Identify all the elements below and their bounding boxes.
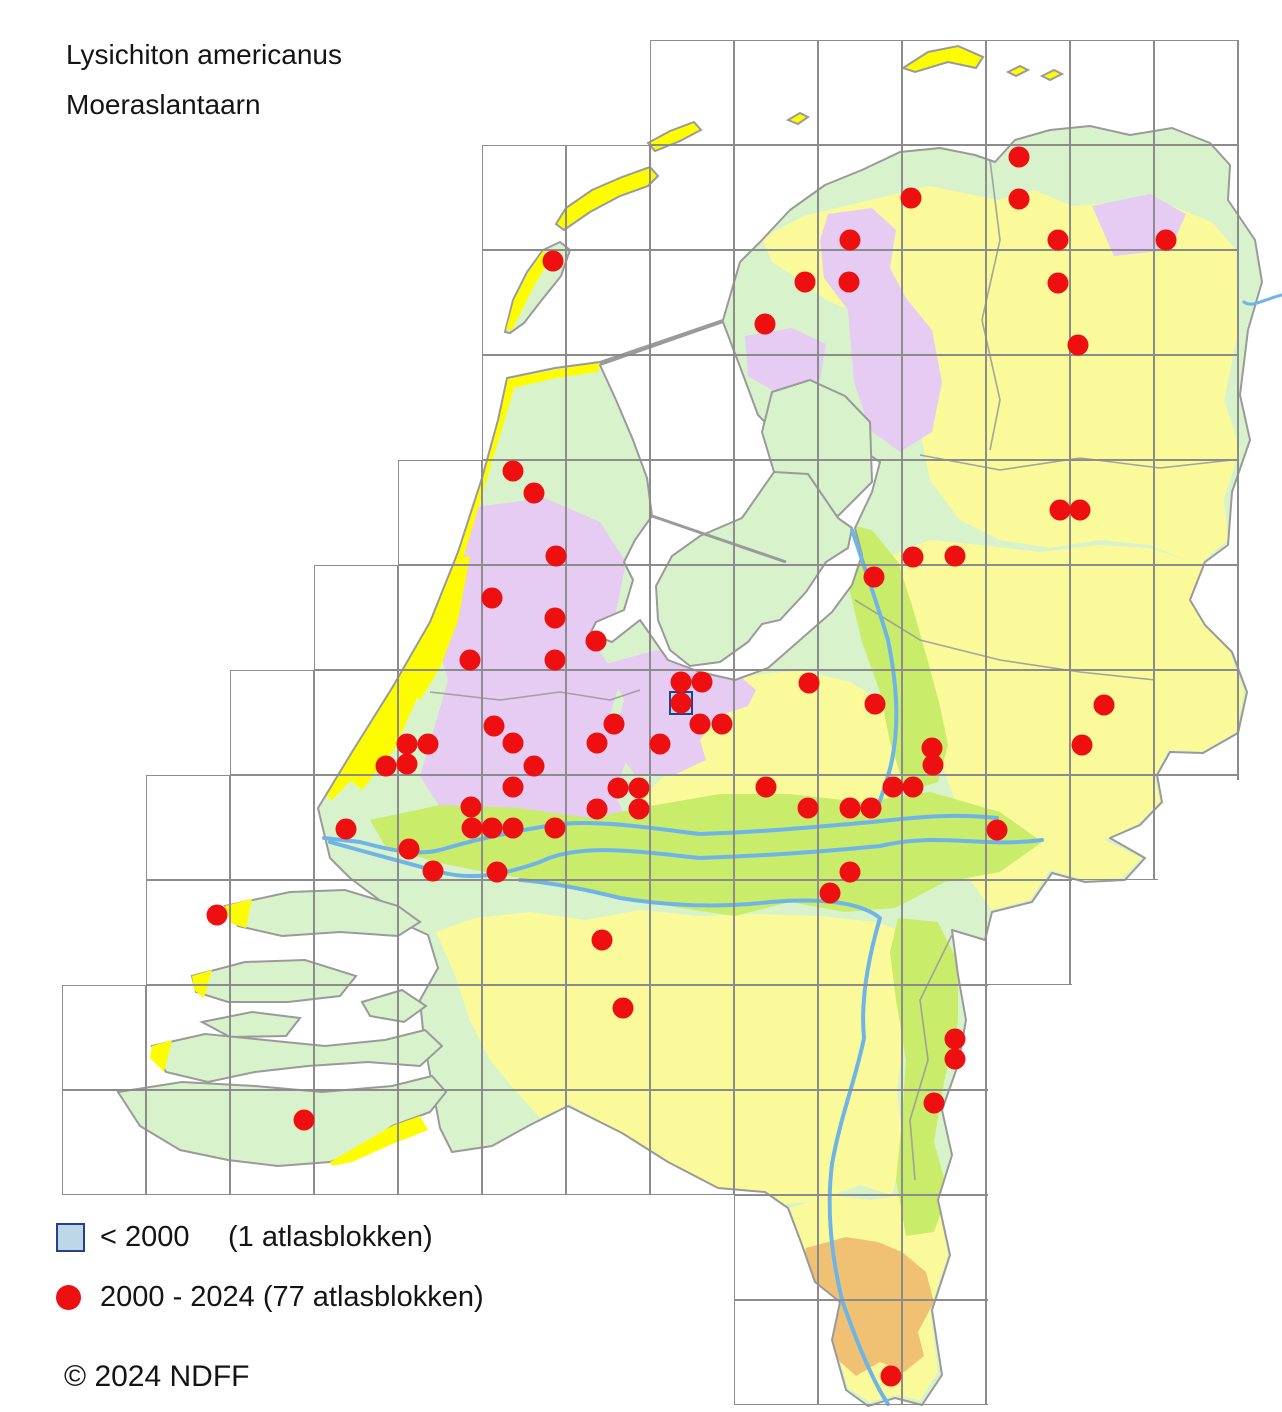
occurrence-dot <box>481 587 503 609</box>
occurrence-dot <box>585 630 607 652</box>
occurrence-dot <box>523 755 545 777</box>
occurrence-dot <box>922 754 944 776</box>
pre2000-square-icon <box>56 1222 86 1252</box>
occurrence-dot <box>670 692 692 714</box>
occurrence-dot <box>591 929 613 951</box>
occurrence-dot <box>481 817 503 839</box>
occurrence-dot <box>523 482 545 504</box>
occurrence-dot <box>798 672 820 694</box>
occurrence-dot <box>880 1365 902 1387</box>
province-borders <box>429 159 1233 1181</box>
occurrence-dot <box>1067 334 1089 356</box>
occurrence-dot <box>797 797 819 819</box>
occurrence-dot <box>838 271 860 293</box>
occurrence-dot <box>1093 694 1115 716</box>
legend: < 2000 (1 atlasblokken) 2000 - 2024 (77 … <box>56 1216 484 1336</box>
occurrence-dot <box>670 671 692 693</box>
occurrence-dot <box>711 713 733 735</box>
occurrence-dot <box>607 777 629 799</box>
occurrence-dot <box>586 732 608 754</box>
occurrence-dot <box>628 798 650 820</box>
occurrence-dot <box>864 693 886 715</box>
occurrence-dot <box>396 753 418 775</box>
occurrence-dot <box>755 776 777 798</box>
occurrence-dot <box>502 776 524 798</box>
occurrence-dot <box>1155 229 1177 251</box>
occurrence-dot <box>882 776 904 798</box>
occurrence-dot <box>1069 499 1091 521</box>
legend-pre2000-count: (1 atlasblokken) <box>228 1220 433 1253</box>
occurrence-dot <box>986 819 1008 841</box>
occurrence-dot <box>206 904 228 926</box>
occurrence-dot <box>335 818 357 840</box>
species-scientific-name: Lysichiton americanus <box>66 39 342 70</box>
occurrence-dot <box>944 1028 966 1050</box>
legend-row-recent: 2000 - 2024 (77 atlasblokken) <box>56 1276 484 1318</box>
occurrence-dot <box>422 860 444 882</box>
occurrence-dot-icon <box>56 1284 86 1310</box>
occurrence-dot <box>612 997 634 1019</box>
occurrence-dot <box>502 460 524 482</box>
occurrence-dot <box>502 817 524 839</box>
occurrence-dot <box>375 755 397 777</box>
species-common-name: Moeraslantaarn <box>66 89 261 120</box>
occurrence-dot <box>649 733 671 755</box>
occurrence-dot <box>839 229 861 251</box>
occurrence-dot <box>902 546 924 568</box>
copyright-text: © 2024 NDFF <box>64 1360 250 1393</box>
occurrence-dot <box>1047 229 1069 251</box>
legend-row-pre2000: < 2000 (1 atlasblokken) <box>56 1216 484 1258</box>
legend-recent-count: (77 atlasblokken) <box>262 1280 484 1313</box>
occurrence-dot <box>900 187 922 209</box>
legend-recent-label: 2000 - 2024 <box>100 1280 255 1313</box>
occurrence-dot <box>486 861 508 883</box>
occurrence-dot <box>944 1048 966 1070</box>
occurrence-dot <box>483 715 505 737</box>
occurrence-dot <box>923 1092 945 1114</box>
occurrence-dot <box>921 737 943 759</box>
occurrence-dot <box>544 817 566 839</box>
occurrence-dot <box>1008 188 1030 210</box>
occurrence-dot <box>544 607 566 629</box>
occurrence-dot <box>902 776 924 798</box>
occurrence-dot <box>794 271 816 293</box>
occurrence-dot <box>689 713 711 735</box>
occurrence-dot <box>460 796 482 818</box>
occurrence-dot <box>1049 499 1071 521</box>
occurrence-dot <box>1047 272 1069 294</box>
occurrence-dot <box>819 882 841 904</box>
occurrence-dot <box>586 798 608 820</box>
occurrence-dot <box>839 797 861 819</box>
map-title: Lysichiton americanus Moeraslantaarn <box>66 30 342 130</box>
occurrence-markers <box>206 146 1177 1387</box>
occurrence-dot <box>628 777 650 799</box>
occurrence-dot <box>754 313 776 335</box>
occurrence-dot <box>1071 734 1093 756</box>
occurrence-dot <box>544 649 566 671</box>
occurrence-dot <box>417 733 439 755</box>
occurrence-dot <box>502 732 524 754</box>
occurrence-dot <box>545 545 567 567</box>
occurrence-dot <box>459 649 481 671</box>
occurrence-dot <box>396 733 418 755</box>
occurrence-dot <box>839 861 861 883</box>
occurrence-dot <box>860 797 882 819</box>
occurrence-dot <box>944 545 966 567</box>
occurrence-dot <box>863 566 885 588</box>
occurrence-dot <box>293 1109 315 1131</box>
legend-pre2000-label: < 2000 <box>100 1220 190 1253</box>
occurrence-dot <box>461 817 483 839</box>
occurrence-dot <box>603 713 625 735</box>
occurrence-dot <box>691 671 713 693</box>
occurrence-dot <box>1008 146 1030 168</box>
occurrence-dot <box>398 838 420 860</box>
zeeland-islands <box>116 888 448 1168</box>
occurrence-dot <box>542 250 564 272</box>
